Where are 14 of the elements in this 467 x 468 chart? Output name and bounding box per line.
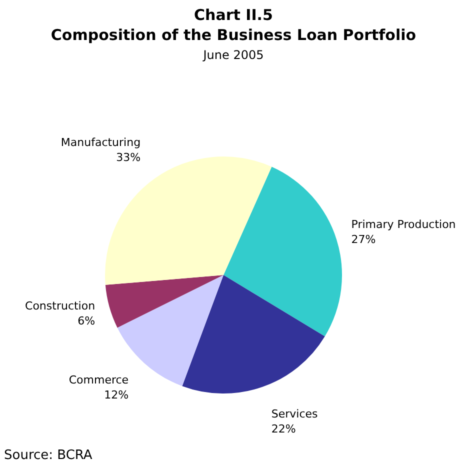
source-note: Source: BCRA [4, 448, 92, 463]
slice-label: Construction [25, 299, 96, 312]
data-label: 27% [351, 232, 376, 246]
slice-label: Services [271, 408, 318, 421]
data-label: 12% [104, 388, 129, 402]
slice-label: Commerce [68, 374, 129, 387]
chart-subtitle: Composition of the Business Loan Portfolio [50, 26, 418, 44]
data-label: 22% [271, 422, 296, 436]
slice-label: Primary Production [351, 218, 456, 231]
data-label: 6% [78, 314, 96, 328]
text: June 2005 [202, 48, 265, 62]
chart-title: Chart II.5 [193, 6, 274, 24]
data-label: 33% [116, 151, 141, 164]
slice-label: Manufacturing [60, 136, 141, 150]
